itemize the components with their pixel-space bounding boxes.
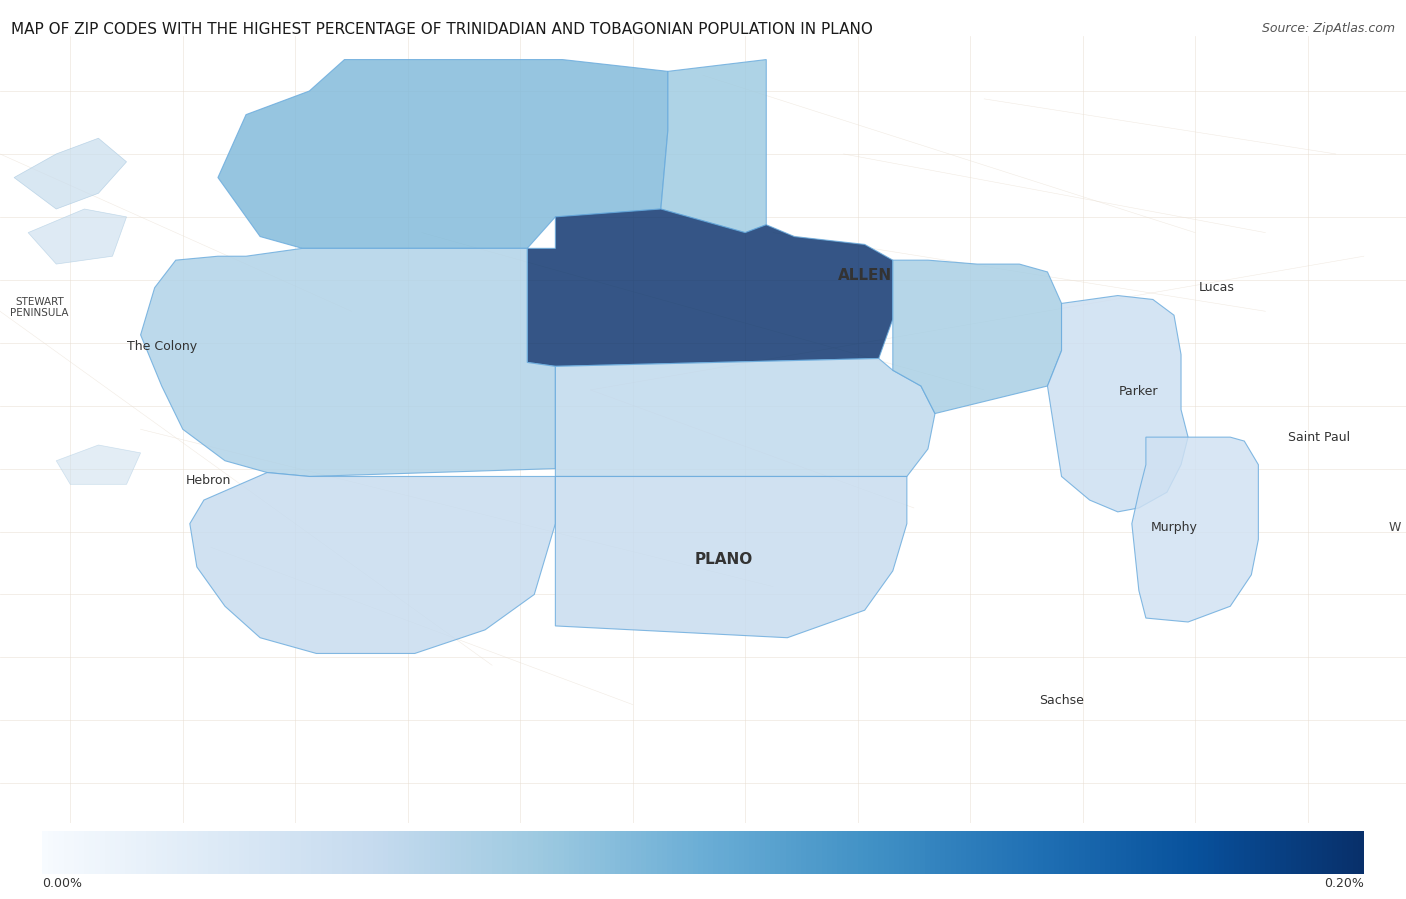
Polygon shape xyxy=(1132,437,1258,622)
Polygon shape xyxy=(218,59,668,248)
Text: W: W xyxy=(1389,521,1400,534)
Text: Lucas: Lucas xyxy=(1198,281,1234,294)
Text: PLANO: PLANO xyxy=(695,552,754,566)
Text: Murphy: Murphy xyxy=(1150,521,1198,534)
Polygon shape xyxy=(190,473,555,654)
Text: Sachse: Sachse xyxy=(1039,694,1084,708)
Polygon shape xyxy=(1047,296,1188,512)
Text: Saint Paul: Saint Paul xyxy=(1288,431,1350,443)
Text: ALLEN: ALLEN xyxy=(838,269,891,283)
Text: The Colony: The Colony xyxy=(127,340,197,353)
Text: STEWART
PENINSULA: STEWART PENINSULA xyxy=(10,297,69,318)
Polygon shape xyxy=(28,209,127,264)
Text: Parker: Parker xyxy=(1119,385,1159,398)
Polygon shape xyxy=(661,59,766,233)
Text: 0.00%: 0.00% xyxy=(42,877,82,890)
Text: 0.20%: 0.20% xyxy=(1324,877,1364,890)
Polygon shape xyxy=(893,260,1062,414)
Polygon shape xyxy=(555,359,935,476)
Polygon shape xyxy=(56,445,141,485)
Text: Hebron: Hebron xyxy=(186,474,231,487)
Text: Source: ZipAtlas.com: Source: ZipAtlas.com xyxy=(1261,22,1395,35)
Polygon shape xyxy=(14,138,127,209)
Polygon shape xyxy=(555,476,907,637)
Polygon shape xyxy=(527,209,893,367)
Text: MAP OF ZIP CODES WITH THE HIGHEST PERCENTAGE OF TRINIDADIAN AND TOBAGONIAN POPUL: MAP OF ZIP CODES WITH THE HIGHEST PERCEN… xyxy=(11,22,873,38)
Polygon shape xyxy=(141,248,555,476)
